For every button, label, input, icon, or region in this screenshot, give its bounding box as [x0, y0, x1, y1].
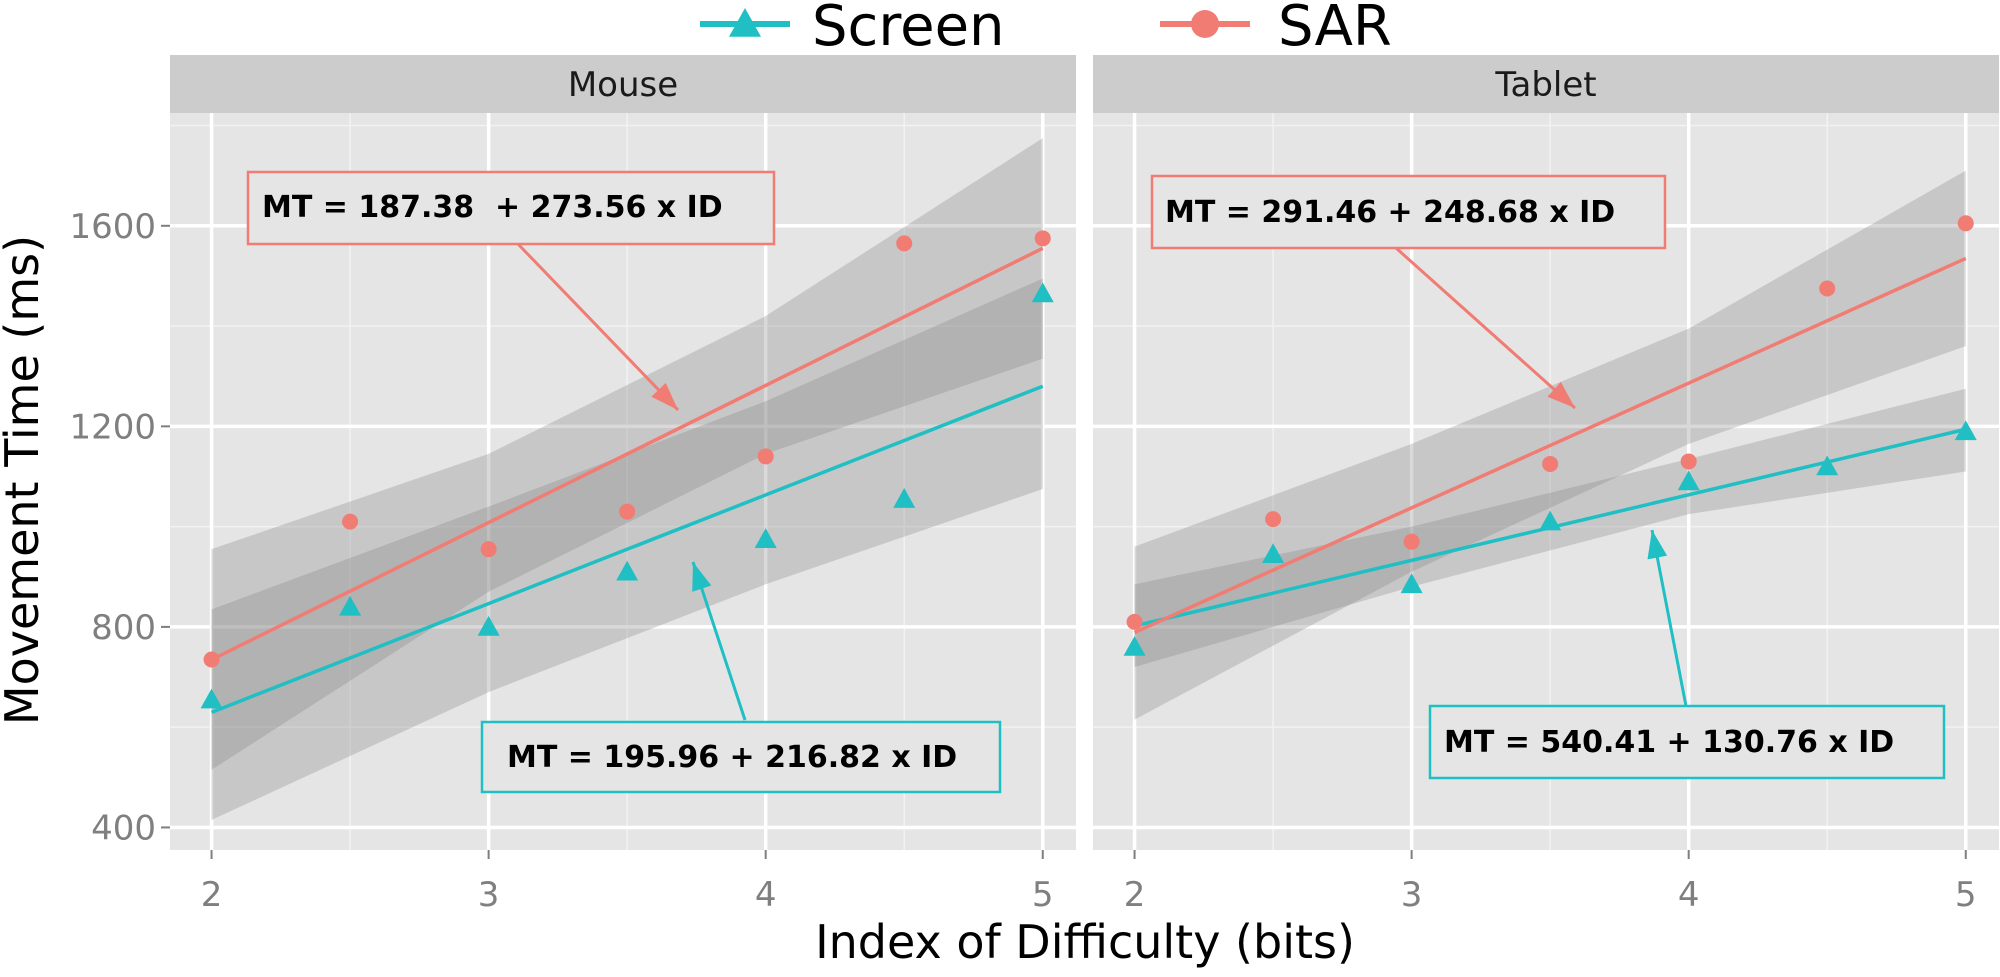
data-point-screen [1539, 510, 1562, 531]
equation-box [480, 720, 1002, 794]
data-point-screen [1123, 635, 1146, 656]
annotation-arrow [1650, 529, 1688, 707]
equation-box [1150, 174, 1667, 250]
data-point-screen [1954, 420, 1977, 441]
data-point-sar [896, 235, 913, 252]
legend-circle-icon [1191, 10, 1219, 38]
data-point-screen [754, 528, 777, 548]
data-point-sar [1957, 215, 1974, 232]
x-tick-label: 3 [1401, 875, 1423, 915]
x-axis-title: Index of Difficulty (bits) [815, 915, 1355, 969]
data-point-sar [1680, 453, 1697, 470]
data-point-screen [616, 560, 639, 581]
x-tick-label: 2 [201, 875, 223, 915]
data-point-screen [1816, 455, 1839, 476]
data-point-screen [893, 488, 916, 508]
equation-label-screen: MT = 540.41 + 130.76 x ID [1444, 725, 1894, 760]
data-point-sar [619, 503, 636, 520]
x-tick-label: 5 [1955, 875, 1977, 915]
y-tick-label: 1600 [69, 207, 156, 247]
data-point-screen [1677, 470, 1700, 491]
data-point-sar [203, 651, 220, 668]
legend-triangle-icon [729, 8, 761, 37]
arrow-head [692, 562, 712, 592]
equation-label-sar: MT = 187.38 + 273.56 x ID [262, 190, 723, 225]
data-point-sar [757, 448, 774, 465]
data-point-sar [1034, 230, 1051, 247]
fit-line-sar [1133, 256, 1967, 635]
y-tick-label: 1200 [69, 407, 156, 447]
legend-label-sar: SAR [1278, 0, 1392, 59]
y-tick-label: 800 [91, 608, 156, 648]
data-point-screen [1031, 282, 1054, 303]
y-axis-title: Movement Time (ms) [0, 235, 49, 725]
strip-header [1093, 55, 1999, 113]
data-point-sar [342, 513, 359, 530]
data-point-sar [1126, 613, 1143, 630]
arrow-head [1647, 530, 1668, 560]
x-tick-label: 3 [478, 875, 500, 915]
legend-label-screen: Screen [812, 0, 1005, 59]
data-point-sar [1542, 455, 1559, 472]
strip-header [170, 55, 1076, 113]
arrow-head [1547, 381, 1575, 408]
strip-title-tablet: Tablet [1494, 65, 1596, 105]
annotation-arrow [1395, 246, 1576, 410]
panel-tablet: Tablet 2 3 4 5 MT = 540.41 + 130.76 x ID MT = … [1093, 55, 1999, 915]
x-tick-label: 4 [1678, 875, 1700, 915]
data-point-sar [480, 541, 497, 558]
data-point-sar [1265, 511, 1282, 528]
strip-title-mouse: Mouse [568, 65, 678, 105]
x-tick-label: 5 [1032, 875, 1054, 915]
fit-line-sar [210, 246, 1044, 662]
equation-label-screen: MT = 195.96 + 216.82 x ID [507, 740, 957, 775]
equation-label-sar: MT = 291.46 + 248.68 x ID [1165, 195, 1615, 230]
data-point-screen [1262, 543, 1285, 563]
data-point-screen [200, 688, 223, 709]
x-tick-label: 4 [755, 875, 777, 915]
equation-box [246, 170, 776, 246]
annotation-arrow [516, 242, 680, 412]
arrow-head [651, 382, 678, 410]
data-point-screen [477, 615, 500, 636]
data-point-screen [339, 595, 362, 616]
data-point-sar [1403, 533, 1420, 550]
panel-mouse: Mouse 2 3 4 5 MT = 195.96 + 216.82 x ID MT = 1… [170, 55, 1076, 915]
data-point-sar [1819, 280, 1836, 297]
fit-line-screen [210, 384, 1044, 714]
x-tick-label: 2 [1124, 875, 1146, 915]
y-tick-label: 400 [91, 808, 156, 848]
equation-box [1428, 704, 1946, 780]
data-point-screen [1400, 573, 1423, 594]
